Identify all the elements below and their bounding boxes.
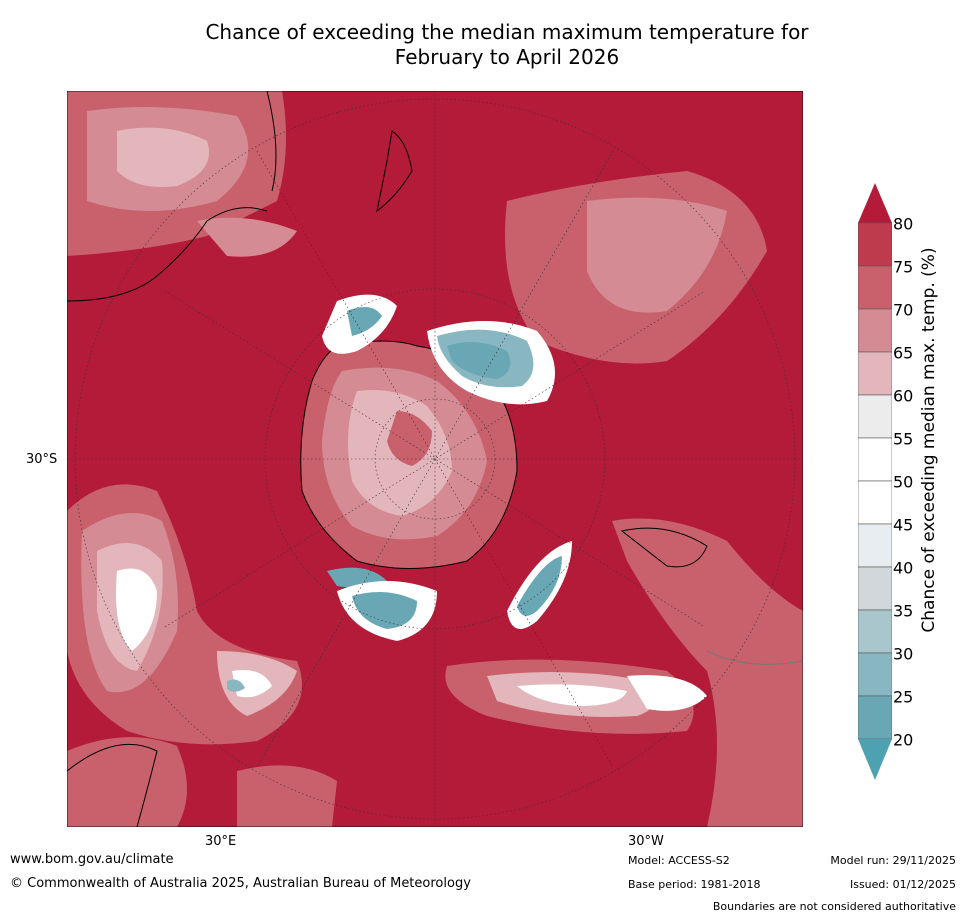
map-canvas <box>67 91 803 827</box>
footer-copyright: © Commonwealth of Australia 2025, Austra… <box>10 876 471 891</box>
colorbar-tick-30: 30 <box>893 644 914 664</box>
colorbar-level-40-45 <box>858 523 892 568</box>
title-line-2: February to April 2026 <box>394 45 620 69</box>
colorbar-level-45-50 <box>858 480 892 525</box>
colorbar-tick-55: 55 <box>893 429 914 449</box>
colorbar-level-35-40 <box>858 566 892 611</box>
title-line-1: Chance of exceeding the median maximum t… <box>205 20 809 44</box>
probability-map <box>67 91 803 827</box>
colorbar-label: Chance of exceeding median max. temp. (%… <box>919 247 939 633</box>
colorbar-tick-labels: 80 75 70 65 60 55 50 45 40 35 30 25 20 <box>893 212 923 752</box>
colorbar-tick-80: 80 <box>893 214 914 234</box>
new-zealand-outline <box>376 130 413 213</box>
colorbar-tick-70: 70 <box>893 300 914 320</box>
colorbar-tick-35: 35 <box>893 601 914 621</box>
region-antarctica <box>300 340 518 569</box>
africa-coastline <box>67 207 268 302</box>
map-title: Chance of exceeding the median maximum t… <box>67 20 947 70</box>
region-africa <box>67 91 297 257</box>
region-low-probability-zones <box>322 294 572 641</box>
footer-disclaimer: Boundaries are not considered authoritat… <box>712 900 956 913</box>
colorbar-tick-40: 40 <box>893 558 914 578</box>
footer-model-run: Model run: 29/11/2025 <box>830 854 956 867</box>
colorbar-tick-25: 25 <box>893 687 914 707</box>
colorbar-level-60-65 <box>858 351 892 396</box>
colorbar <box>858 183 892 780</box>
colorbar-level-30-35 <box>858 609 892 654</box>
region-southern-indian-ocean <box>67 484 302 745</box>
region-southern-pacific-ocean <box>445 171 767 734</box>
colorbar-under-arrow <box>858 739 892 780</box>
madagascar-coastline <box>266 91 277 192</box>
colorbar-tick-20: 20 <box>893 730 914 750</box>
region-australia <box>67 737 337 827</box>
region-south-america <box>612 518 803 827</box>
colorbar-level-25-30 <box>858 652 892 697</box>
colorbar-levels <box>858 222 892 740</box>
latitude-label-30s: 30°S <box>26 452 58 467</box>
colorbar-level-55-60 <box>858 394 892 439</box>
colorbar-level-70-75 <box>858 265 892 310</box>
colorbar-level-20-25 <box>858 695 892 740</box>
australia-coastline <box>67 743 158 827</box>
colorbar-over-arrow <box>858 183 892 223</box>
footer-base-period: Base period: 1981-2018 <box>628 878 761 891</box>
colorbar-level-50-55 <box>858 437 892 482</box>
colorbar-tick-75: 75 <box>893 257 914 277</box>
graticule <box>67 91 803 827</box>
colorbar-tick-65: 65 <box>893 343 914 363</box>
longitude-label-30e: 30°E <box>205 834 237 849</box>
footer-url[interactable]: www.bom.gov.au/climate <box>10 852 174 867</box>
colorbar-tick-45: 45 <box>893 515 914 535</box>
colorbar-tick-50: 50 <box>893 472 914 492</box>
footer-issued: Issued: 01/12/2025 <box>849 878 956 891</box>
footer-model: Model: ACCESS-S2 <box>628 854 730 867</box>
colorbar-level-65-70 <box>858 308 892 353</box>
colorbar-level-75-80 <box>858 222 892 267</box>
colorbar-tick-60: 60 <box>893 386 914 406</box>
longitude-label-30w: 30°W <box>628 834 664 849</box>
